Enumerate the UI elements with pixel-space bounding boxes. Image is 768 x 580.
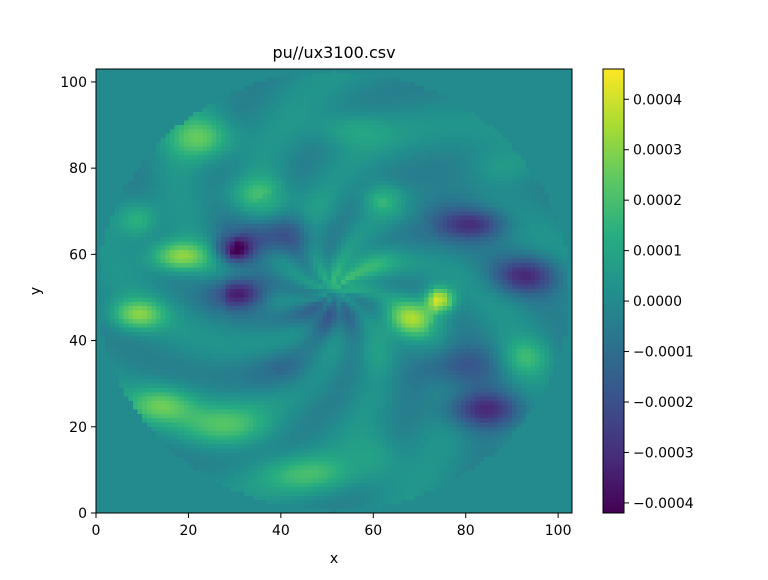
y-axis-label: y [28,287,44,295]
colorbar-tick-label: −0.0003 [633,445,694,461]
colorbar-frame [602,68,625,514]
x-tick-label: 40 [272,523,290,539]
x-tick-label: 60 [364,523,382,539]
y-tick-label: 100 [60,75,87,91]
y-tick-label: 0 [78,506,87,522]
x-axis: 0 20 40 60 80 100 [92,513,572,539]
colorbar-tick-label: 0.0002 [633,193,682,209]
plot-area [95,68,573,514]
colorbar-tick-label: 0.0001 [633,244,682,260]
x-tick-label: 20 [180,523,198,539]
colorbar-tick-label: 0.0003 [633,143,682,159]
plot-frame [95,68,573,514]
heatmap-image [96,69,572,513]
colorbar-tick-label: 0.0004 [633,92,682,108]
y-axis: 0 20 40 60 80 100 [60,75,96,522]
y-tick-label: 60 [69,247,87,263]
colorbar-tick-label: 0.0000 [633,294,682,310]
x-tick-label: 0 [92,523,101,539]
colorbar-tick-label: −0.0004 [633,496,694,512]
x-tick-label: 100 [545,523,572,539]
x-tick-label: 80 [457,523,475,539]
y-tick-label: 80 [69,161,87,177]
colorbar-ticks: 0.0004 0.0003 0.0002 0.0001 0.0000 −0.0001 −0.… [624,92,694,512]
colorbar-tick-label: −0.0001 [633,345,694,361]
colorbar: 0.0004 0.0003 0.0002 0.0001 0.0000 −0.0001 −0.… [602,68,694,514]
y-tick-label: 40 [69,334,87,350]
y-tick-label: 20 [69,420,87,436]
colorbar-gradient [603,69,624,513]
x-axis-label: x [330,551,338,567]
colorbar-tick-label: −0.0002 [633,395,694,411]
chart-title: pu//ux3100.csv [272,43,395,62]
